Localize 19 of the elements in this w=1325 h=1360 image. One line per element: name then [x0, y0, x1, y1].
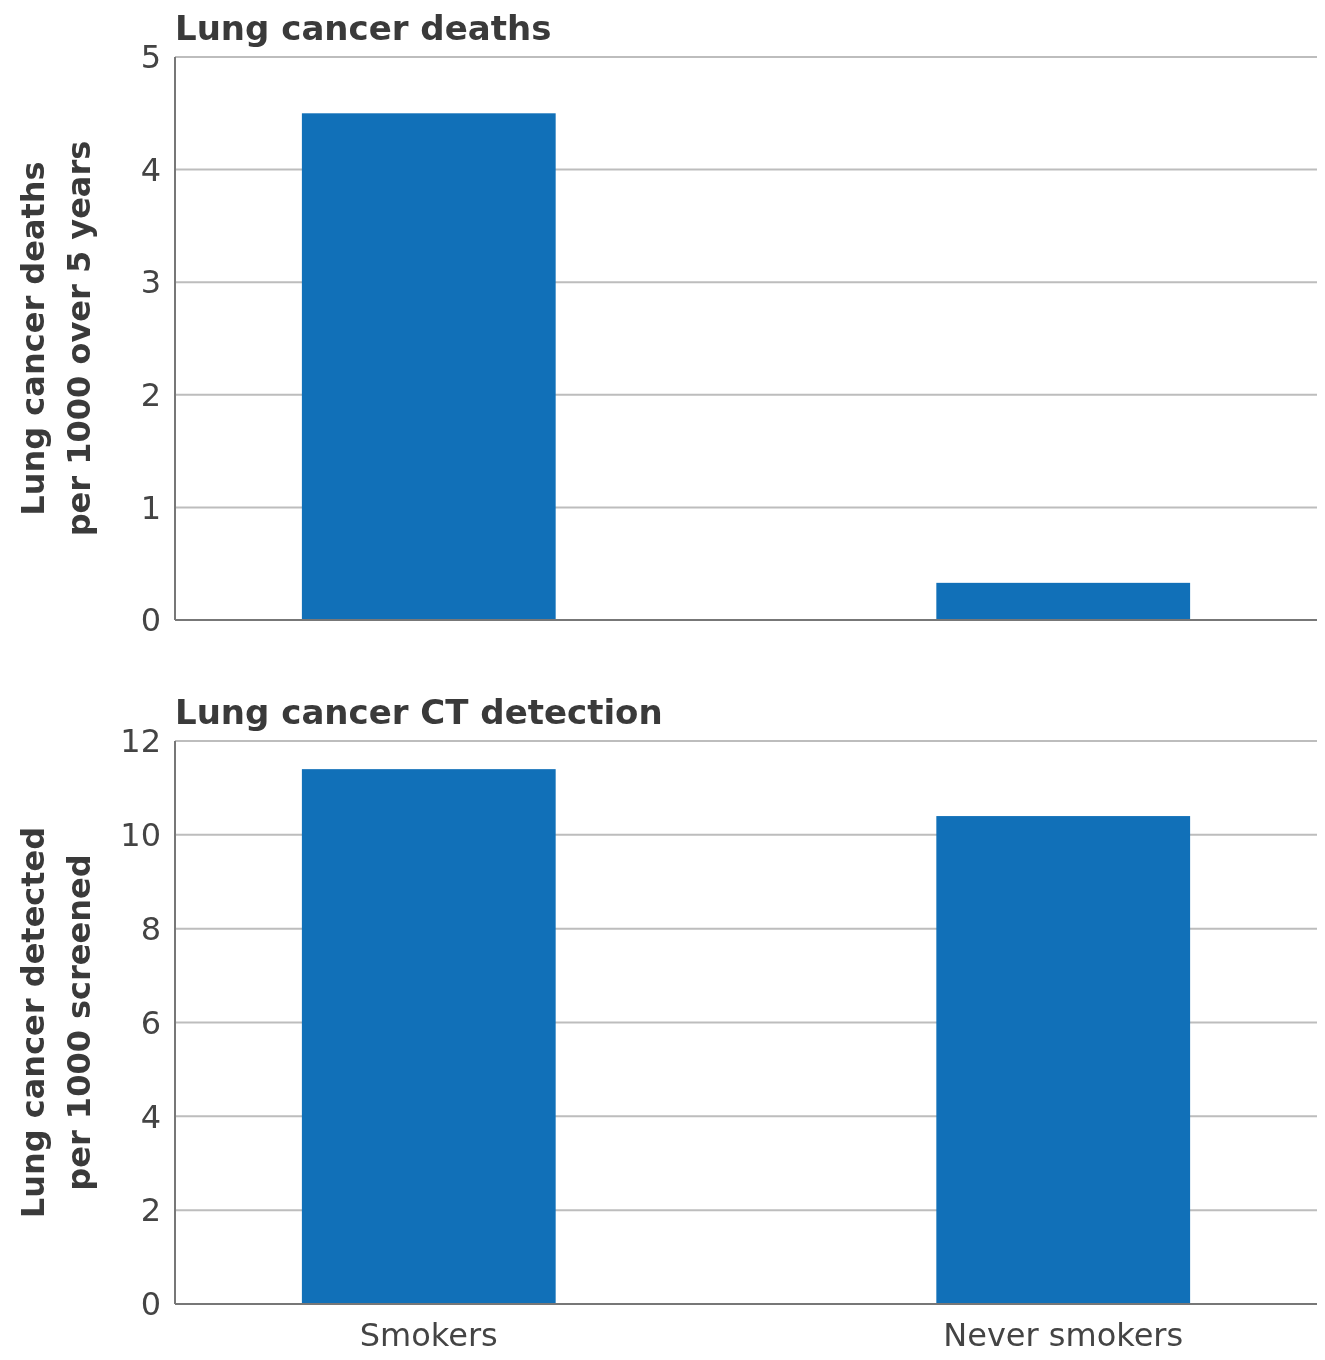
y-tick-label: 3 — [140, 263, 161, 302]
y-tick-label: 2 — [140, 376, 161, 414]
y-tick-label: 4 — [140, 150, 161, 189]
y-tick-label: 0 — [140, 601, 161, 640]
y-tick-label: 4 — [140, 1097, 161, 1136]
y-tick-label: 6 — [140, 1003, 161, 1042]
x-tick-label: Never smokers — [943, 1316, 1184, 1354]
y-axis-title: Lung cancer deaths per 1000 over 5 years — [14, 140, 98, 537]
y-tick-label: 12 — [120, 722, 161, 761]
chart-title: Lung cancer deaths — [175, 8, 552, 48]
y-tick-label: 8 — [140, 909, 161, 948]
y-axis-title: Lung cancer detected per 1000 screened — [14, 826, 98, 1219]
y-tick-label: 0 — [140, 1285, 161, 1324]
y-tick-label: 5 — [140, 38, 161, 77]
y-tick-label: 1 — [140, 488, 161, 527]
y-tick-label: 10 — [120, 816, 161, 855]
chart-title: Lung cancer CT detection — [175, 692, 663, 732]
y-tick-label: 2 — [140, 1191, 161, 1230]
x-tick-label: Smokers — [359, 1316, 498, 1354]
